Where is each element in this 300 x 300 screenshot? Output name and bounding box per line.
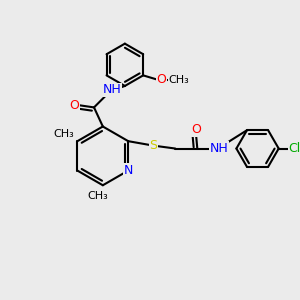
- Text: NH: NH: [103, 83, 122, 96]
- Text: S: S: [149, 139, 157, 152]
- Text: CH₃: CH₃: [54, 129, 74, 139]
- Text: Cl: Cl: [289, 142, 300, 155]
- Text: NH: NH: [210, 142, 229, 155]
- Text: CH₃: CH₃: [87, 191, 108, 201]
- Text: O: O: [157, 73, 166, 86]
- Text: O: O: [191, 123, 201, 136]
- Text: N: N: [124, 164, 133, 177]
- Text: O: O: [69, 98, 79, 112]
- Text: CH₃: CH₃: [168, 75, 189, 85]
